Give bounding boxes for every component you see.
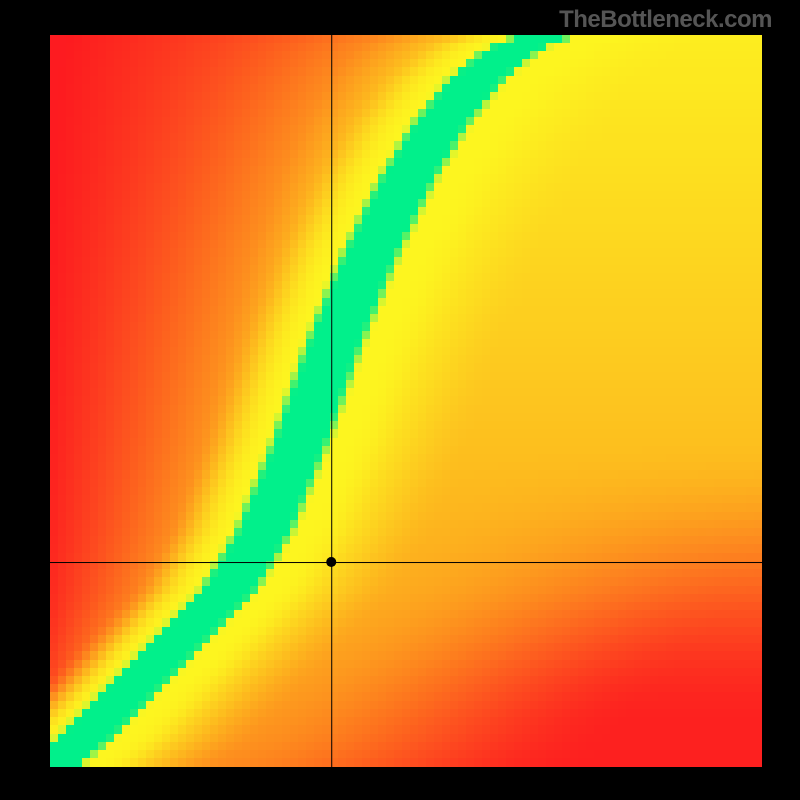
watermark-text: TheBottleneck.com xyxy=(559,6,772,34)
bottleneck-heatmap xyxy=(50,35,762,767)
